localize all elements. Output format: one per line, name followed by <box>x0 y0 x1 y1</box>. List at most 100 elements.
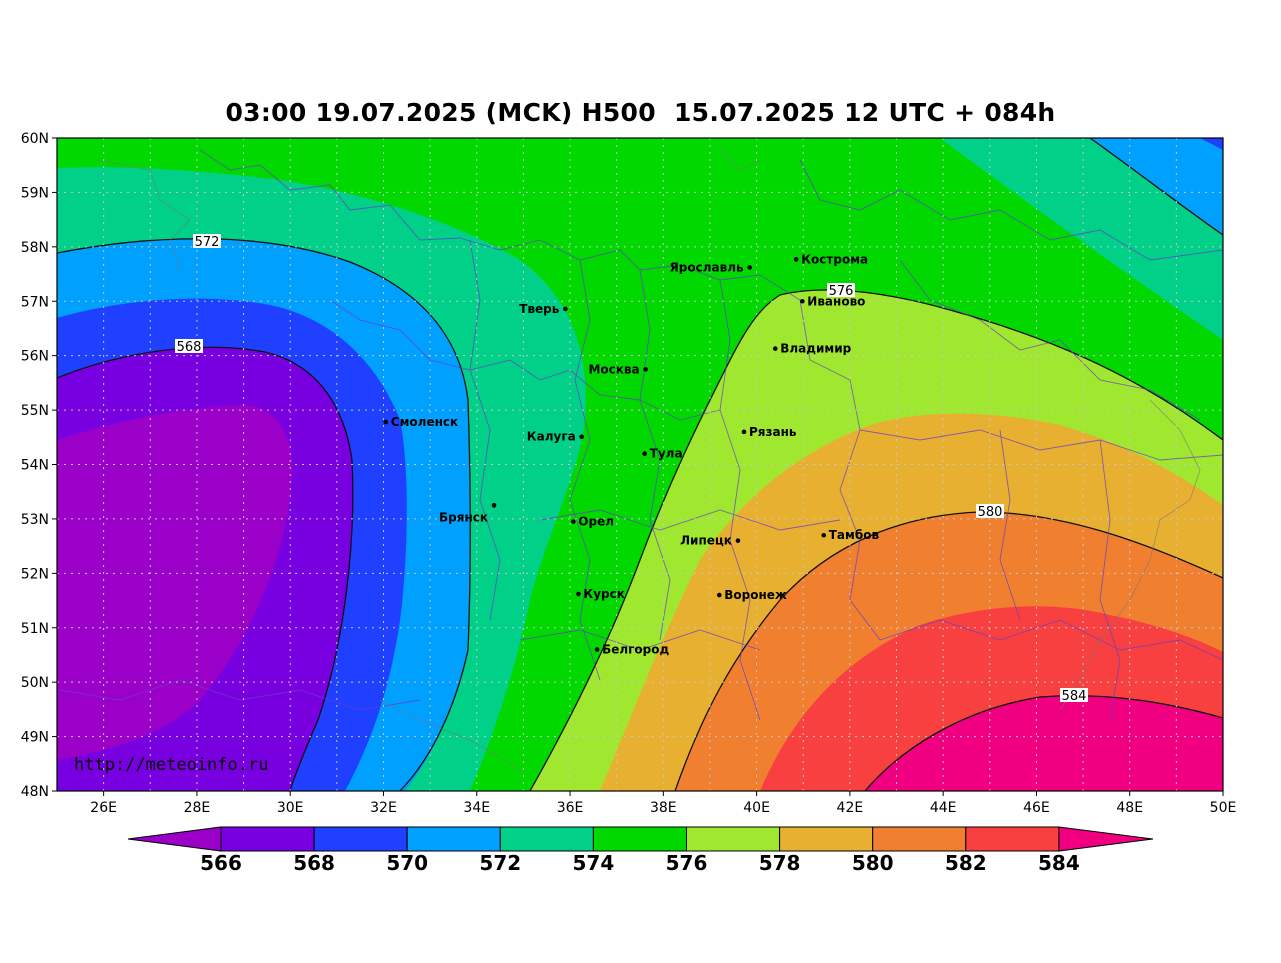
city-marker: Рязань <box>741 425 797 439</box>
isoline-584 <box>864 695 1223 791</box>
city-label: Курск <box>583 587 624 601</box>
colorbar: 566 568 570 572 574 576 578 580 582 584 <box>127 826 1154 875</box>
city-marker: Тверь <box>519 302 568 316</box>
rivers-coast <box>99 149 1201 771</box>
lat-tick-label: 53N <box>21 512 49 528</box>
city-dot <box>594 647 600 652</box>
contour-label-576: 576 <box>827 283 855 299</box>
contour-labels: 572 568 576 580 584 <box>175 234 1088 704</box>
city-label: Липецк <box>680 534 732 548</box>
city-marker: Кострома <box>793 252 868 266</box>
city-label: Владимир <box>780 342 851 356</box>
city-label: Тамбов <box>829 528 880 542</box>
city-dot <box>793 257 799 262</box>
band-568-ne <box>1200 138 1223 150</box>
lat-tick-label: 52N <box>21 566 49 582</box>
city-marker: Тула <box>642 447 683 461</box>
cities-layer: Кострома Ярославль Иваново Тверь Владимир Мос… <box>383 252 879 657</box>
city-dot <box>800 298 805 304</box>
region-borders <box>59 149 1223 721</box>
city-dot <box>563 306 568 312</box>
city-label: Воронеж <box>724 588 787 602</box>
axes: 60N 59N 58N 57N 56N 55N 54N 53N 52N 51N 50N 49N 48N 2… <box>21 131 1237 816</box>
colorbar-label: 572 <box>479 851 521 875</box>
city-label: Рязань <box>749 425 797 439</box>
lat-tick-label: 49N <box>21 730 49 746</box>
colorbar-swatch <box>872 826 967 852</box>
city-marker: Владимир <box>772 342 852 356</box>
city-label: Орел <box>578 515 614 529</box>
lat-tick-label: 57N <box>21 294 49 310</box>
lat-tick-label: 50N <box>21 675 49 691</box>
city-dot <box>383 419 389 425</box>
band-572-ne <box>940 138 1223 340</box>
city-marker: Тамбов <box>821 528 879 542</box>
colorbar-label: 574 <box>573 851 615 875</box>
svg-text:568: 568 <box>177 340 202 355</box>
lat-tick-label: 51N <box>21 621 49 637</box>
city-dot <box>772 346 778 351</box>
contour-label-584: 584 <box>1060 688 1088 704</box>
colorbar-label: 584 <box>1038 851 1080 875</box>
city-marker: Москва <box>588 362 648 376</box>
svg-text:576: 576 <box>829 284 854 299</box>
city-marker: Иваново <box>800 294 865 308</box>
graticule <box>57 138 1223 791</box>
city-label: Иваново <box>807 294 865 308</box>
colorbar-label: 566 <box>200 851 242 875</box>
lat-tick-label: 59N <box>21 185 49 201</box>
lon-tick-label: 38E <box>650 800 677 816</box>
city-marker: Смоленск <box>383 415 458 429</box>
city-dot <box>579 434 584 440</box>
city-label: Тверь <box>519 302 560 316</box>
city-marker: Воронеж <box>716 588 787 602</box>
colorbar-label: 570 <box>386 851 428 875</box>
isoline-580 <box>674 511 1223 791</box>
isoline-572-ne <box>1089 138 1223 236</box>
colorbar-swatch <box>499 826 594 852</box>
colorbar-label: 578 <box>759 851 801 875</box>
isoline-576 <box>529 289 1223 791</box>
lon-tick-label: 48E <box>1116 800 1143 816</box>
lon-tick-label: 30E <box>277 800 304 816</box>
chart-title: 03:00 19.07.2025 (MCK) H500 15.07.2025 1… <box>225 98 1056 127</box>
lon-tick-label: 50E <box>1210 800 1237 816</box>
lon-tick-label: 32E <box>370 800 397 816</box>
lat-tick-label: 48N <box>21 784 49 800</box>
city-label: Кострома <box>801 252 868 266</box>
city-marker: Ярославль <box>670 261 752 275</box>
city-label: Калуга <box>527 430 576 444</box>
svg-text:584: 584 <box>1062 689 1087 704</box>
height-field <box>57 138 1223 791</box>
city-label: Ярославль <box>670 261 744 275</box>
lon-tick-label: 46E <box>1023 800 1050 816</box>
colorbar-label: 580 <box>852 851 894 875</box>
city-dot <box>576 591 581 597</box>
colorbar-arrow-right <box>1058 826 1154 852</box>
colorbar-swatch <box>220 826 315 852</box>
lat-tick-label: 54N <box>21 458 49 474</box>
colorbar-swatch <box>313 826 408 852</box>
lon-tick-label: 42E <box>837 800 864 816</box>
svg-text:572: 572 <box>195 235 220 250</box>
city-marker: Курск <box>576 587 625 601</box>
city-marker: Липецк <box>680 534 741 548</box>
city-dot <box>741 429 747 435</box>
contour-label-568: 568 <box>175 339 203 355</box>
lon-tick-label: 44E <box>930 800 957 816</box>
city-marker: Орел <box>571 515 614 529</box>
lat-tick-label: 58N <box>21 240 49 256</box>
lat-tick-label: 55N <box>21 403 49 419</box>
city-label: Москва <box>588 362 639 376</box>
lon-tick-label: 40E <box>743 800 770 816</box>
city-marker: Брянск <box>439 503 497 524</box>
lon-tick-label: 34E <box>463 800 490 816</box>
colorbar-label: 582 <box>945 851 987 875</box>
city-dot <box>716 592 722 598</box>
colorbar-swatch <box>779 826 874 852</box>
city-label: Смоленск <box>391 415 458 429</box>
lon-tick-label: 28E <box>184 800 211 816</box>
lat-tick-label: 60N <box>21 131 49 147</box>
band-564 <box>57 405 293 760</box>
